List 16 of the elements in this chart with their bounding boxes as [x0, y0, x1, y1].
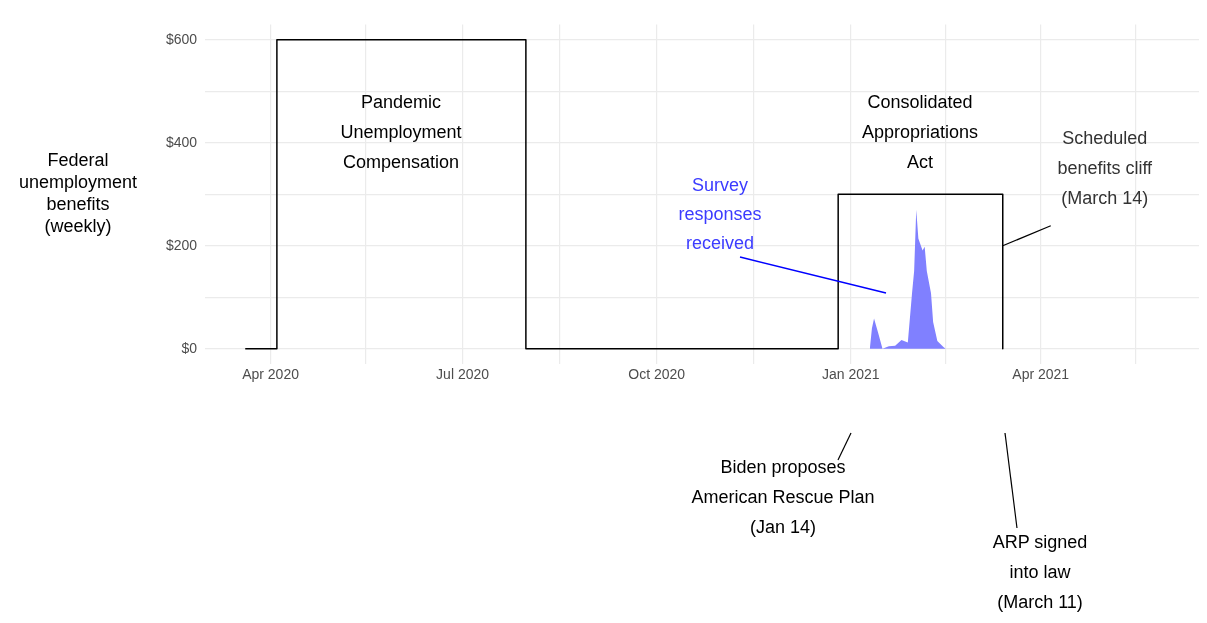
annotation: Consolidated Appropriations Act — [861, 91, 979, 172]
y-axis-title: Federal unemployment benefits (weekly) — [18, 150, 138, 237]
text: Survey responses received — [678, 174, 762, 253]
y-tick-label: $200 — [165, 236, 198, 253]
x-tick-label: Apr 2020 — [242, 366, 300, 383]
text: Biden proposes American Rescue Plan (Jan 14) — [691, 456, 875, 537]
x-tick-label: Oct 2020 — [628, 366, 686, 383]
x-tick-label: Jan 2021 — [822, 366, 880, 383]
annotation: Pandemic Unemployment Compensation — [340, 91, 462, 172]
x-tick-label: Jul 2020 — [436, 366, 490, 383]
annotation: Scheduled benefits cliff (March 14) — [1057, 127, 1154, 208]
y-tick-label: $0 — [181, 339, 198, 356]
text: ARP signed into law (March 11) — [992, 531, 1088, 612]
y-tick-label: $600 — [165, 30, 198, 47]
y-tick-label: $400 — [165, 133, 198, 150]
x-tick-label: Apr 2021 — [1012, 366, 1070, 383]
